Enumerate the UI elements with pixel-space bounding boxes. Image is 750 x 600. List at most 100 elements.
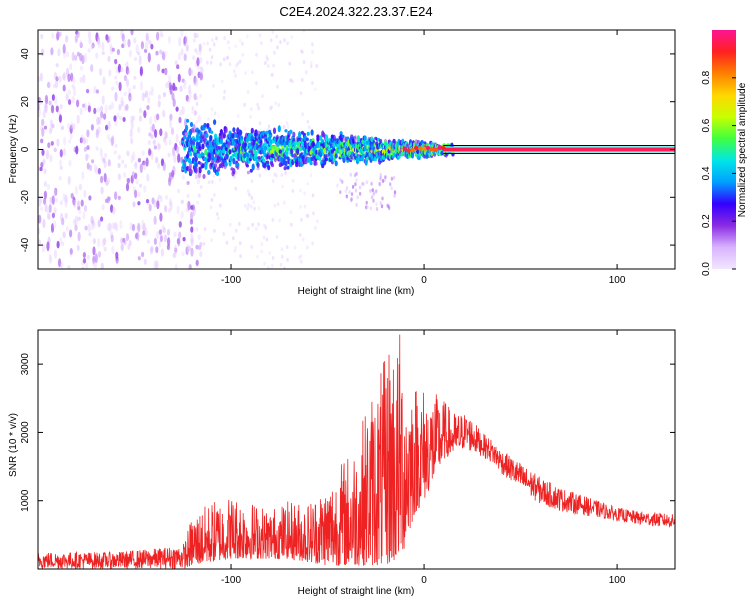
spectrogram-cell [44,103,48,114]
spectrogram-cell [154,129,158,138]
spectrogram-cell [149,116,153,126]
spectrogram-cell [298,131,302,139]
spectrogram-cell [290,222,293,227]
spectrogram-cell [100,186,104,195]
spectrogram-cell [254,150,258,158]
spectrogram-cell [104,104,108,114]
spectrogram-cell [267,164,271,171]
spectrogram-cell [281,184,284,189]
spectrogram-cell [41,243,46,253]
spectrogram-cell [361,181,364,186]
spectrogram-cell [119,219,123,230]
spectrogram-cell [125,233,130,241]
snr-xlabel: Height of straight line (km) [298,586,415,597]
spectrogram-cell [314,225,317,230]
spectrogram-cell [148,40,152,45]
narrow-line-core [443,148,675,151]
spectrogram-cell [177,52,181,61]
spectrogram-cell [283,166,287,171]
spectrogram-cell [260,249,264,254]
spectrogram-cell [199,139,203,144]
spectrogram-cell [186,180,190,186]
spectrogram-cell [64,212,68,219]
spectrogram-cell [369,188,372,193]
spectrogram-cell [288,61,292,66]
spectrogram-cell [284,129,288,133]
spectrogram-cell [92,261,96,267]
spectrogram-cell [110,45,114,55]
spectrogram-cell [206,122,210,128]
spectrogram-cell [375,207,379,211]
spectrogram-cell [117,63,122,73]
spectrogram-cell [89,164,93,172]
spectrogram-cell [99,105,104,113]
spectrogram-cell [285,120,289,125]
spectrogram-cell [246,170,250,175]
spectrogram-cell [101,51,105,56]
spectrogram-cell [211,179,214,184]
spectrogram-cell [131,171,135,180]
spectrogram-cell [69,124,73,135]
spectrogram-cell [198,51,202,56]
spectrogram-cell [224,126,228,134]
spectrogram-cell [277,125,281,133]
spectrogram-cell [188,151,193,157]
spectrogram-cell [99,68,103,76]
spectrogram-cell [267,64,270,68]
spectrogram-cell [207,117,210,121]
spectrogram-ytick-label: 40 [20,48,31,60]
spectrogram-cell [139,66,143,76]
spectrogram-cell [117,162,121,169]
spectrogram-cell [101,95,105,105]
spectrogram-cell [60,125,64,131]
spectrogram-cell [246,90,250,95]
spectrogram-cell [309,173,313,178]
spectrogram-cell [314,161,318,166]
spectrogram-cell [117,154,121,160]
spectrogram-cell [164,69,168,75]
spectrogram-cell [79,107,83,116]
snr-xtick-label: -100 [221,575,241,586]
spectrogram-cell [167,208,171,213]
spectrogram-cell [181,251,185,257]
spectrogram-cell [97,167,101,175]
spectrogram-cell [101,238,105,248]
spectrogram-cell [125,103,129,111]
spectrogram-cell [393,190,397,195]
spectrogram-cell [69,133,73,140]
spectrogram-cell [116,113,120,120]
spectrogram-cell [153,145,157,150]
snr-panel: -100 0 100 1000 2000 3000 Height of straight … [8,329,676,597]
spectrogram-cell [390,186,393,191]
spectrogram-cell [227,40,230,45]
spectrogram-cell [219,62,222,67]
spectrogram-cell [188,264,192,269]
spectrogram-cell [125,66,129,75]
spectrogram-cell [313,87,317,92]
spectrogram-cell [222,57,226,62]
spectrogram-cell [185,94,189,102]
spectrogram-cell [316,135,320,141]
spectrogram-cell [212,42,216,47]
spectrogram-cell [57,111,61,116]
spectrogram-cell [137,191,141,198]
spectrogram-ytick-label: -40 [20,237,31,252]
spectrogram-cell [97,237,101,248]
spectrogram-cell [65,226,69,232]
spectrogram-cell [70,192,74,199]
spectrogram-ylabel: Frequency (Hz) [8,115,19,184]
spectrogram-cell [227,141,231,149]
spectrogram-cell [247,189,250,194]
spectrogram-cell [327,146,332,151]
spectrogram-cell [179,110,183,117]
spectrogram-cell [279,262,283,267]
spectrogram-cell [151,197,155,205]
spectrogram-cell [250,127,254,134]
spectrogram-cell [341,134,345,139]
spectrogram-cell [87,105,91,113]
spectrogram-cell [271,263,274,268]
spectrogram-cell [76,200,81,208]
spectrogram-cell [250,107,253,112]
spectrogram-cell [164,131,168,139]
spectrogram-cell [77,231,81,242]
